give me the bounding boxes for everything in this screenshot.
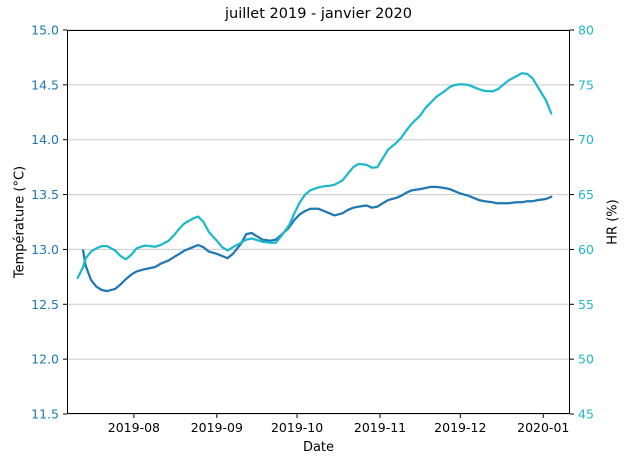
x-tick-label: 2019-08 [108, 420, 160, 435]
chart-title: juillet 2019 - janvier 2020 [225, 6, 412, 22]
y-right-tick-label: 55 [578, 297, 594, 312]
y-left-tick-label: 12.5 [31, 297, 59, 312]
x-axis-label: Date [302, 440, 335, 455]
y-left-tick-label: 14.0 [31, 132, 59, 147]
temperature-line [81, 185, 553, 293]
y-right-tick-label: 45 [578, 407, 594, 422]
plot-border [67, 30, 570, 414]
y-left-tick-label: 13.0 [31, 242, 59, 257]
x-tick-label: 2019-12 [434, 420, 486, 435]
y-right-tick-label: 65 [578, 187, 594, 202]
y-right-tick-label: 50 [578, 352, 594, 367]
y-right-tick-label: 80 [578, 23, 594, 38]
y-left-tick-label: 14.5 [31, 77, 59, 92]
x-tick-label: 2019-11 [354, 420, 406, 435]
x-tick-label: 2019-10 [271, 420, 323, 435]
y-right-tick-label: 70 [578, 132, 594, 147]
humidity-line [76, 72, 553, 280]
x-tick-label: 2020-01 [517, 420, 569, 435]
y-left-tick-label: 12.0 [31, 352, 59, 367]
y-right-tick-label: 60 [578, 242, 594, 257]
y-left-tick-label: 11.5 [31, 407, 59, 422]
x-tick-label: 2019-09 [191, 420, 243, 435]
y-left-tick-label: 15.0 [31, 23, 59, 38]
y-left-tick-label: 13.5 [31, 187, 59, 202]
y-right-tick-label: 75 [578, 77, 594, 92]
